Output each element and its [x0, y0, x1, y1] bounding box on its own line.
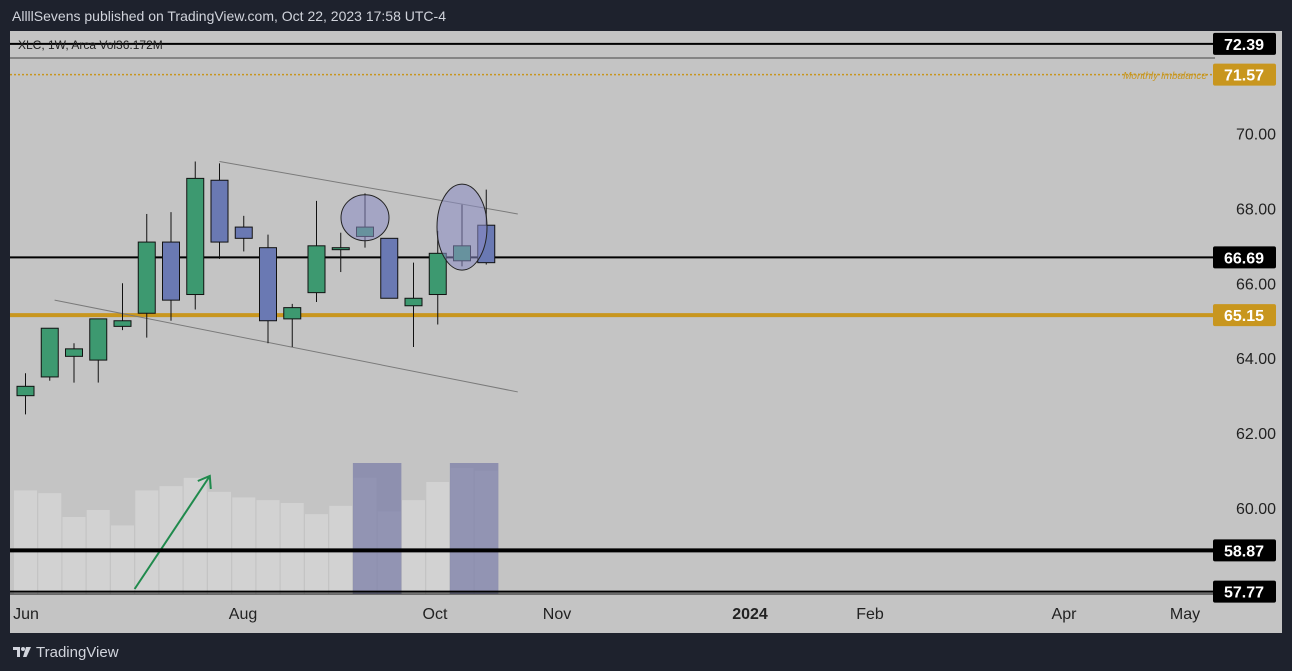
- candle-bull: [40, 327, 59, 378]
- price-label-box: [1213, 246, 1276, 269]
- volume-bar: [232, 497, 256, 594]
- highlight-ellipse: [436, 183, 488, 271]
- candle-bull: [65, 348, 83, 357]
- volume-bar: [159, 486, 183, 594]
- x-tick-label: May: [1170, 606, 1200, 623]
- candle-bull: [186, 177, 205, 296]
- price-label-text: 66.69: [1224, 250, 1264, 267]
- candle-bull: [428, 252, 447, 296]
- candle-bear: [259, 247, 277, 322]
- volume-bar: [305, 514, 328, 594]
- candle-bull: [404, 297, 423, 307]
- highlight-ellipse: [340, 194, 390, 242]
- candle-bull: [331, 247, 350, 251]
- volume-bar: [256, 500, 280, 594]
- x-tick-label: Oct: [423, 606, 448, 623]
- price-label-text: 71.57: [1224, 68, 1264, 85]
- volume-bar: [135, 490, 159, 594]
- volume-bar: [14, 490, 37, 594]
- price-label-text: 58.87: [1224, 543, 1264, 560]
- tradingview-logo-icon: [13, 647, 31, 657]
- symbol-info-text: XLC, 1W, Arca Vol36.172M: [18, 38, 163, 52]
- price-label-text: 72.39: [1224, 37, 1264, 54]
- x-tick-label: Nov: [543, 606, 571, 623]
- volume-bar: [208, 491, 231, 594]
- volume-bar: [62, 517, 86, 594]
- chart-panel[interactable]: XLC, 1W, Arca Vol36.172M Monthly Imbalanc…: [10, 31, 1282, 633]
- volume-bar: [111, 525, 134, 594]
- price-label-text: 65.15: [1224, 308, 1264, 325]
- x-tick-label: Aug: [229, 606, 257, 623]
- volume-bar: [183, 477, 207, 594]
- price-label-text: 57.77: [1224, 585, 1264, 602]
- candle-bear: [162, 241, 180, 301]
- candle-bear: [210, 179, 229, 243]
- volume-bar: [402, 500, 425, 594]
- candle-bull: [89, 318, 108, 361]
- y-tick-label: 68.00: [1236, 201, 1276, 218]
- price-chart[interactable]: XLC, 1W, Arca Vol36.172M Monthly Imbalanc…: [10, 31, 1282, 633]
- y-tick-label: 70.00: [1236, 126, 1276, 143]
- y-tick-label: 62.00: [1236, 426, 1276, 443]
- volume-bar: [426, 482, 450, 594]
- price-label-box: [1213, 580, 1276, 603]
- candle-bull: [16, 385, 35, 397]
- trend-line: [54, 299, 518, 393]
- monthly-imbalance-label: Monthly Imbalance: [1123, 71, 1207, 82]
- y-tick-label: 66.00: [1236, 276, 1276, 293]
- arrow-head-icon: [197, 474, 212, 490]
- candle-bear: [234, 226, 253, 239]
- x-tick-label: Apr: [1052, 606, 1078, 623]
- footer-brand: TradingView: [36, 644, 119, 661]
- x-tick-label: Jun: [13, 606, 39, 623]
- volume-highlight-box: [352, 463, 402, 594]
- candle-bear: [380, 237, 399, 299]
- volume-trend-arrow: [133, 475, 211, 590]
- publish-info-text: AllllSevens published on TradingView.com…: [12, 8, 446, 24]
- y-tick-label: 60.00: [1236, 501, 1276, 518]
- volume-highlight-box: [449, 463, 499, 594]
- price-label-box: [1213, 539, 1276, 562]
- price-label-box: [1213, 32, 1276, 55]
- price-label-box: [1213, 304, 1276, 327]
- x-tick-label: 2024: [732, 606, 768, 623]
- footer: TradingView: [0, 634, 1292, 671]
- candle-bull: [283, 307, 302, 320]
- candle-bull: [113, 320, 132, 327]
- publish-header: AllllSevens published on TradingView.com…: [0, 0, 1292, 32]
- volume-bar: [38, 493, 62, 594]
- price-label-box: [1213, 63, 1276, 86]
- candle-bull: [307, 245, 326, 294]
- y-tick-label: 64.00: [1236, 351, 1276, 368]
- x-tick-label: Feb: [856, 606, 884, 623]
- candle-bull: [137, 241, 156, 314]
